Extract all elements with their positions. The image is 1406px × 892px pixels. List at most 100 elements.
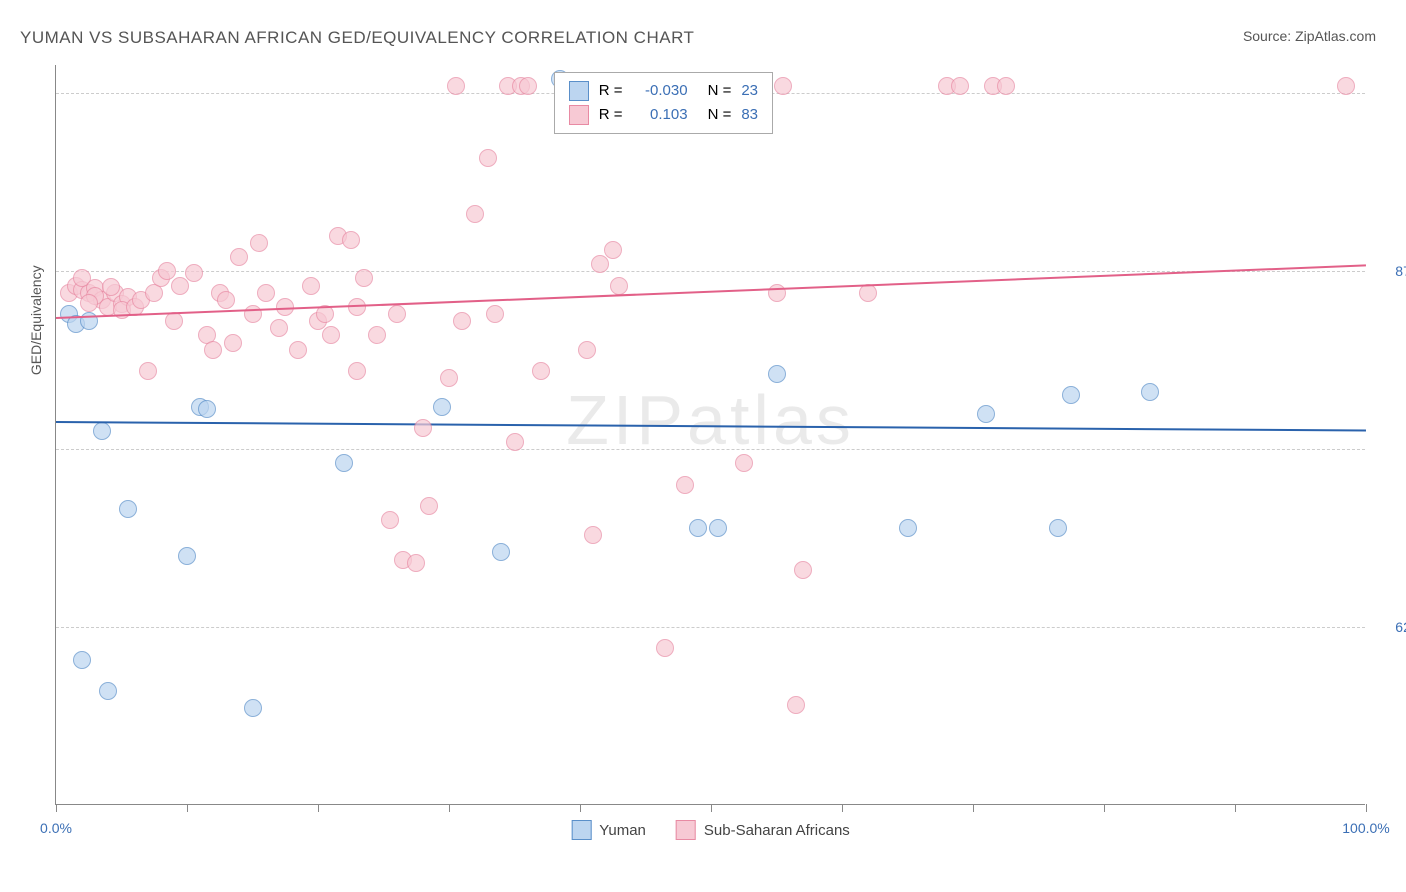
scatter-point (217, 291, 235, 309)
scatter-point (584, 526, 602, 544)
scatter-point (977, 405, 995, 423)
r-label: R = (599, 79, 623, 103)
scatter-point (1062, 386, 1080, 404)
scatter-point (1141, 383, 1159, 401)
scatter-point (185, 264, 203, 282)
scatter-point (165, 312, 183, 330)
x-tick (449, 804, 450, 812)
scatter-point (80, 294, 98, 312)
scatter-point (342, 231, 360, 249)
scatter-point (656, 639, 674, 657)
y-tick-label: 62.5% (1375, 619, 1406, 635)
scatter-point (794, 561, 812, 579)
x-tick (580, 804, 581, 812)
scatter-point (204, 341, 222, 359)
chart-title: YUMAN VS SUBSAHARAN AFRICAN GED/EQUIVALE… (20, 28, 694, 48)
scatter-point (1049, 519, 1067, 537)
n-label: N = (708, 103, 732, 127)
legend-label: Sub-Saharan Africans (704, 822, 850, 839)
legend-item: Yuman (571, 820, 646, 840)
scatter-point (302, 277, 320, 295)
scatter-point (479, 149, 497, 167)
scatter-point (578, 341, 596, 359)
scatter-point (348, 362, 366, 380)
n-value: 83 (741, 103, 758, 127)
scatter-point (139, 362, 157, 380)
scatter-point (532, 362, 550, 380)
scatter-point (198, 400, 216, 418)
watermark: ZIPatlas (566, 380, 855, 460)
scatter-point (102, 278, 120, 296)
scatter-point (519, 77, 537, 95)
x-tick-label: 0.0% (40, 820, 72, 836)
scatter-point (689, 519, 707, 537)
scatter-point (997, 77, 1015, 95)
x-tick (187, 804, 188, 812)
gridline (56, 449, 1365, 450)
scatter-point (73, 651, 91, 669)
legend-swatch (569, 105, 589, 125)
scatter-point (768, 284, 786, 302)
scatter-point (270, 319, 288, 337)
scatter-point (322, 326, 340, 344)
scatter-point (735, 454, 753, 472)
scatter-point (381, 511, 399, 529)
scatter-point (453, 312, 471, 330)
scatter-point (768, 365, 786, 383)
scatter-point (93, 422, 111, 440)
r-value: 0.103 (633, 103, 688, 127)
trend-line (56, 421, 1366, 432)
scatter-point (447, 77, 465, 95)
x-tick-label: 100.0% (1342, 820, 1389, 836)
r-value: -0.030 (633, 79, 688, 103)
scatter-point (610, 277, 628, 295)
scatter-point (951, 77, 969, 95)
x-tick (1235, 804, 1236, 812)
scatter-point (230, 248, 248, 266)
x-tick (711, 804, 712, 812)
n-label: N = (708, 79, 732, 103)
legend-swatch (569, 81, 589, 101)
scatter-point (676, 476, 694, 494)
scatter-point (604, 241, 622, 259)
trend-line (56, 264, 1366, 319)
legend-swatch (676, 820, 696, 840)
n-value: 23 (741, 79, 758, 103)
scatter-point (244, 699, 262, 717)
scatter-point (1337, 77, 1355, 95)
legend-item: Sub-Saharan Africans (676, 820, 850, 840)
legend-swatch (571, 820, 591, 840)
scatter-point (388, 305, 406, 323)
legend-bottom: Yuman Sub-Saharan Africans (571, 820, 850, 840)
scatter-point (492, 543, 510, 561)
scatter-point (244, 305, 262, 323)
scatter-point (466, 205, 484, 223)
stats-box: R = -0.030 N = 23 R = 0.103 N = 83 (554, 72, 773, 134)
scatter-point (158, 262, 176, 280)
scatter-point (335, 454, 353, 472)
scatter-point (250, 234, 268, 252)
x-tick (56, 804, 57, 812)
stats-row: R = -0.030 N = 23 (569, 79, 758, 103)
scatter-point (440, 369, 458, 387)
scatter-point (355, 269, 373, 287)
scatter-point (414, 419, 432, 437)
scatter-point (407, 554, 425, 572)
scatter-point (119, 500, 137, 518)
scatter-point (506, 433, 524, 451)
scatter-point (178, 547, 196, 565)
x-tick (1366, 804, 1367, 812)
stats-row: R = 0.103 N = 83 (569, 103, 758, 127)
y-tick-label: 87.5% (1375, 263, 1406, 279)
scatter-point (433, 398, 451, 416)
scatter-point (420, 497, 438, 515)
scatter-point (591, 255, 609, 273)
x-tick (842, 804, 843, 812)
x-tick (1104, 804, 1105, 812)
chart-source: Source: ZipAtlas.com (1243, 28, 1376, 44)
scatter-point (289, 341, 307, 359)
r-label: R = (599, 103, 623, 127)
x-tick (318, 804, 319, 812)
scatter-point (787, 696, 805, 714)
scatter-point (709, 519, 727, 537)
